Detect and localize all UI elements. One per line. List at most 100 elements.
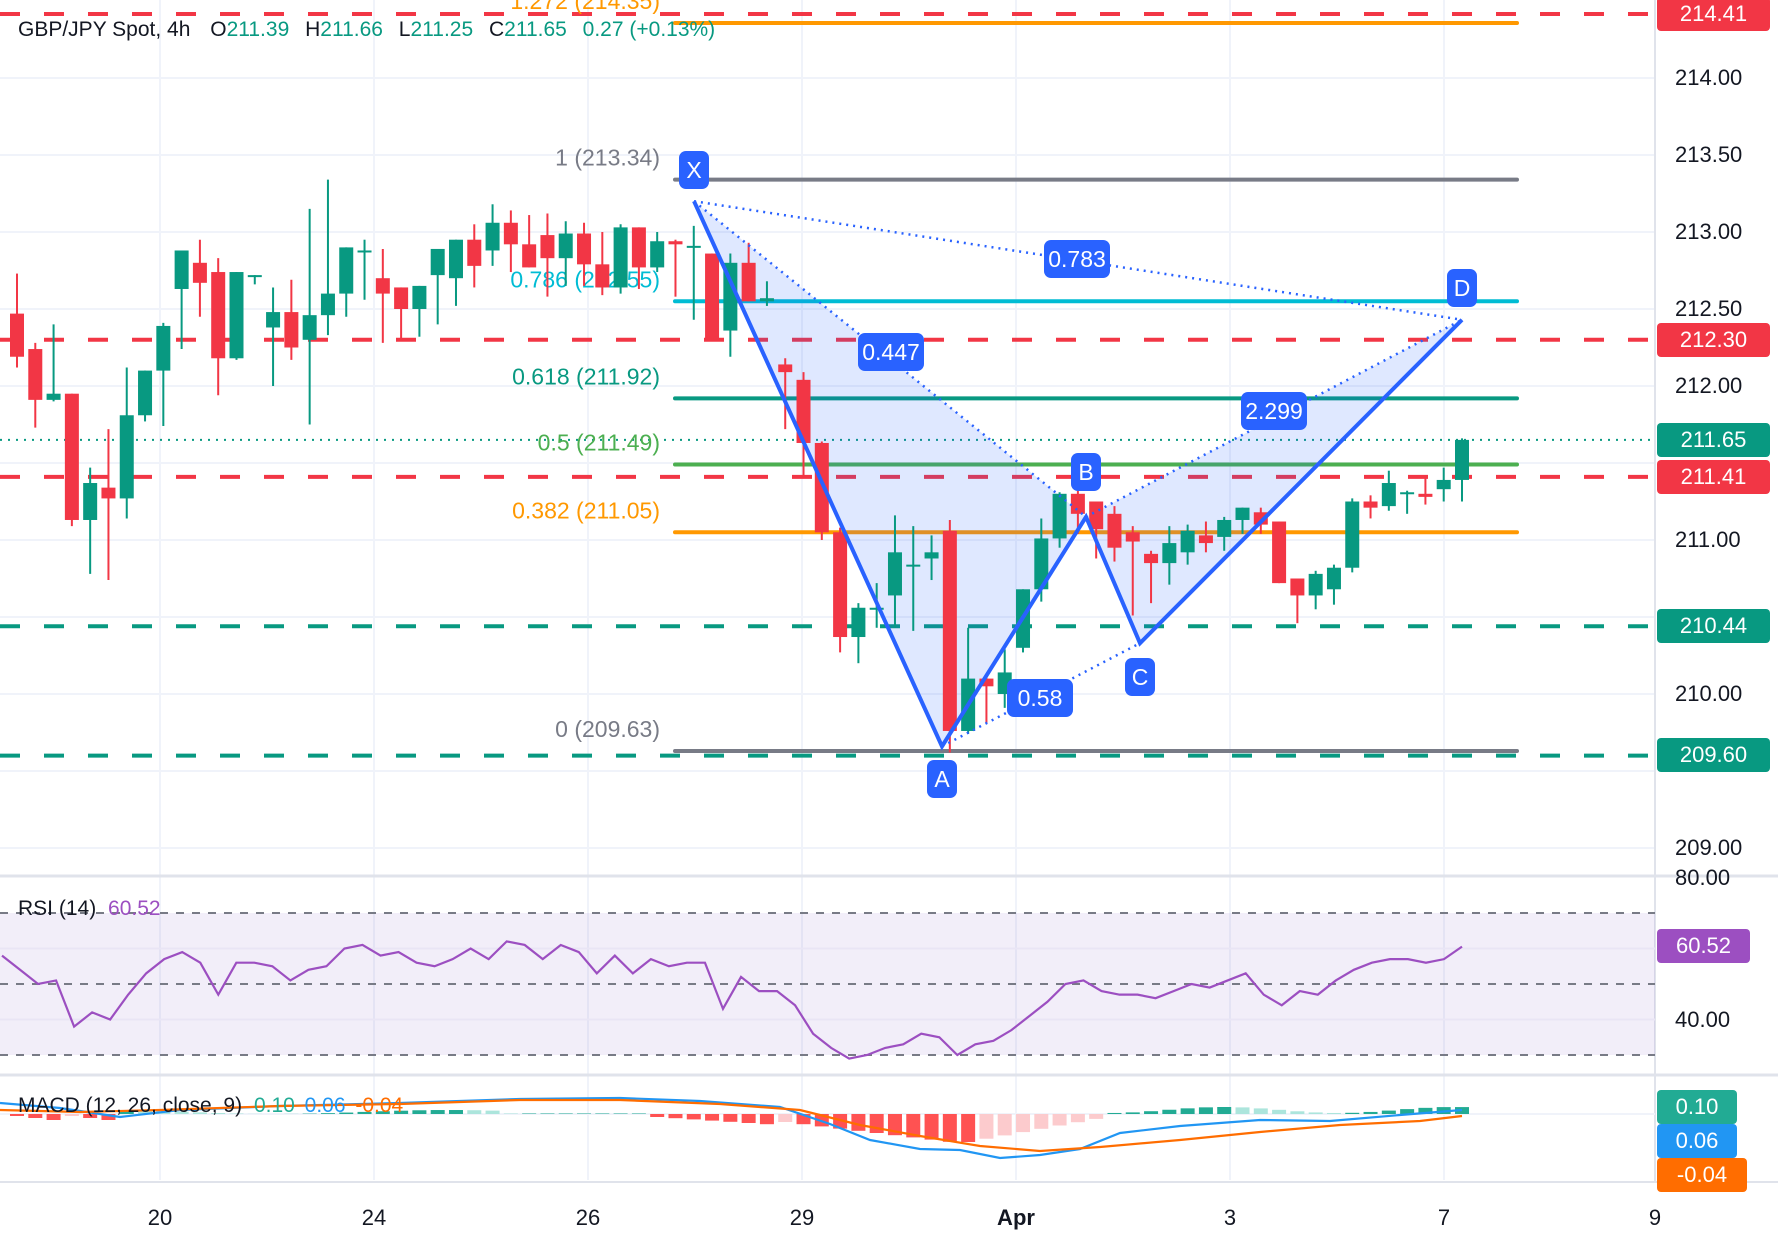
- candle-body: [888, 552, 902, 595]
- point-label-a-text: A: [934, 766, 950, 792]
- candle-body: [65, 394, 79, 520]
- candle-body: [486, 223, 500, 251]
- point-label-c[interactable]: C: [1125, 658, 1155, 696]
- price-tag[interactable]: 211.65: [1657, 423, 1770, 457]
- candle-body: [1455, 440, 1469, 480]
- fib-level-label: 0.618 (211.92): [512, 363, 660, 389]
- candle-body: [815, 443, 829, 532]
- point-label-x[interactable]: X: [679, 151, 709, 189]
- macd-histogram-bar: [1217, 1107, 1231, 1114]
- rsi-value-tag[interactable]: 60.52: [1657, 929, 1750, 963]
- candle-body: [1290, 579, 1304, 596]
- candle-body: [156, 326, 170, 371]
- point-label-b[interactable]: B: [1071, 453, 1101, 491]
- rsi-pane: [0, 913, 1655, 1059]
- candle-body: [47, 394, 61, 400]
- candle-body: [1126, 532, 1140, 541]
- time-tick-label: 24: [362, 1205, 386, 1231]
- macd-histogram-bar: [1144, 1111, 1158, 1114]
- price-tick-label: 212.50: [1675, 296, 1742, 322]
- macd-histogram-bar: [449, 1110, 463, 1114]
- high-key: H: [305, 18, 320, 41]
- macd-histogram-bar: [742, 1114, 756, 1123]
- ratio-label-bd[interactable]: 2.299: [1241, 392, 1307, 430]
- rsi-value: 60.52: [108, 897, 161, 920]
- macd-line-tag[interactable]: 0.06: [1657, 1124, 1737, 1158]
- close-key: C: [489, 18, 504, 41]
- macd-histogram-bar: [687, 1114, 701, 1119]
- bcd-triangle[interactable]: [1086, 320, 1462, 643]
- macd-histogram-bar: [559, 1114, 573, 1115]
- xabcd-pattern-labels[interactable]: X A B C D 0.783 0.447 0.58 2.299: [679, 151, 1477, 798]
- candle-body: [522, 244, 536, 267]
- price-tag[interactable]: 214.41: [1657, 0, 1770, 31]
- point-label-d[interactable]: D: [1447, 269, 1477, 307]
- macd-histogram-bar: [1053, 1114, 1067, 1126]
- macd-legend[interactable]: MACD (12, 26, close, 9) 0.10 0.06 -0.04: [18, 1094, 403, 1118]
- candle-body: [229, 272, 243, 358]
- candle-body: [1400, 492, 1414, 494]
- macd-signal-tag[interactable]: -0.04: [1657, 1158, 1747, 1192]
- macd-histogram-bar: [705, 1114, 719, 1121]
- macd-histogram-bar: [979, 1114, 993, 1139]
- macd-histogram-bar: [1016, 1114, 1030, 1132]
- candle-body: [760, 298, 774, 301]
- candle-body: [175, 250, 189, 288]
- point-label-c-text: C: [1132, 664, 1149, 690]
- candle-body: [1364, 502, 1378, 508]
- point-label-d-text: D: [1454, 275, 1471, 301]
- candle-body: [376, 278, 390, 293]
- candle-body: [577, 234, 591, 265]
- symbol-title[interactable]: GBP/JPY Spot, 4h: [18, 18, 190, 41]
- ratio-label-bd-text: 2.299: [1245, 398, 1303, 424]
- candle-body: [705, 254, 719, 339]
- candle-body: [303, 315, 317, 340]
- macd-histogram-bar: [1034, 1114, 1048, 1129]
- rsi-band-fill: [0, 913, 1655, 1055]
- ratio-label-xb-text: 0.447: [862, 339, 920, 365]
- point-label-a[interactable]: A: [927, 760, 957, 798]
- ratio-label-ac[interactable]: 0.58: [1007, 679, 1073, 717]
- price-tag[interactable]: 210.44: [1657, 609, 1770, 643]
- ratio-label-xd[interactable]: 0.783: [1044, 240, 1110, 278]
- macd-hist-value: 0.10: [254, 1094, 295, 1117]
- price-tag[interactable]: 209.60: [1657, 738, 1770, 772]
- macd-signal-value: -0.04: [355, 1094, 403, 1117]
- macd-histogram-bar: [1290, 1111, 1304, 1114]
- candle-body: [540, 235, 554, 258]
- low-key: L: [399, 18, 411, 41]
- macd-hist-tag[interactable]: 0.10: [1657, 1090, 1737, 1124]
- candle-body: [394, 287, 408, 309]
- ratio-label-xb[interactable]: 0.447: [858, 333, 924, 371]
- candle-body: [1272, 522, 1286, 584]
- candle-body: [559, 234, 573, 259]
- candle-body: [925, 552, 939, 558]
- macd-histogram-bar: [467, 1110, 481, 1114]
- macd-line-value: 0.06: [305, 1094, 346, 1117]
- price-tag[interactable]: 211.41: [1657, 460, 1770, 494]
- candle-body: [284, 312, 298, 347]
- macd-histogram-bar: [1181, 1108, 1195, 1114]
- macd-histogram-bar: [760, 1114, 774, 1124]
- fib-level-label: 1 (213.34): [555, 145, 660, 171]
- rsi-legend[interactable]: RSI (14) 60.52: [18, 897, 161, 921]
- ratio-label-xd-text: 0.783: [1048, 246, 1106, 272]
- price-tag[interactable]: 212.30: [1657, 323, 1770, 357]
- time-tick-label: Apr: [997, 1205, 1035, 1231]
- rsi-axis-40: 40.00: [1675, 1007, 1730, 1033]
- time-tick-label: 29: [790, 1205, 814, 1231]
- candle-body: [1382, 483, 1396, 506]
- price-tick-label: 209.00: [1675, 835, 1742, 861]
- point-label-b-text: B: [1078, 459, 1093, 485]
- candle-body: [1217, 520, 1231, 537]
- macd-histogram-bar: [431, 1110, 445, 1114]
- candle-body: [1309, 574, 1323, 596]
- change-value: 0.27 (+0.13%): [583, 18, 716, 41]
- price-tick-label: 213.00: [1675, 219, 1742, 245]
- macd-histogram-bar: [1345, 1113, 1359, 1114]
- candle-body: [1418, 494, 1432, 497]
- candle-body: [321, 294, 335, 316]
- macd-histogram-bar: [1309, 1112, 1323, 1114]
